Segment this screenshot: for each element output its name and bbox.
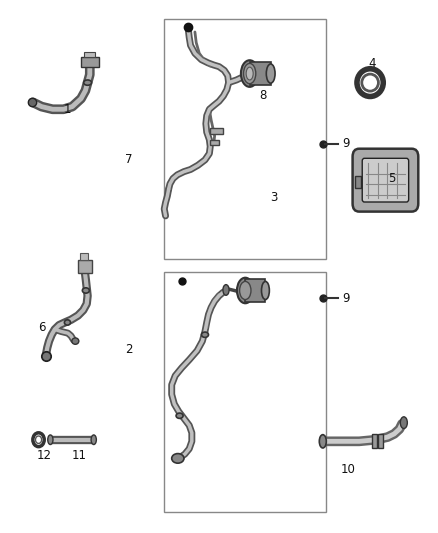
Text: 12: 12: [36, 449, 51, 462]
Ellipse shape: [246, 67, 253, 80]
Text: 1: 1: [64, 103, 72, 116]
FancyBboxPatch shape: [353, 149, 418, 212]
Bar: [210, 128, 223, 134]
Ellipse shape: [64, 320, 71, 325]
Text: 5: 5: [389, 172, 396, 185]
FancyBboxPatch shape: [362, 158, 409, 202]
Ellipse shape: [261, 281, 269, 300]
Ellipse shape: [237, 278, 254, 303]
Bar: [81, 57, 99, 67]
Ellipse shape: [400, 417, 407, 429]
Ellipse shape: [172, 454, 184, 463]
Ellipse shape: [244, 63, 256, 84]
Ellipse shape: [72, 338, 79, 344]
Text: 11: 11: [71, 449, 86, 462]
Bar: [80, 253, 88, 260]
Ellipse shape: [266, 64, 275, 83]
Ellipse shape: [48, 435, 53, 445]
Bar: [355, 176, 361, 188]
Bar: [164, 19, 326, 259]
Bar: [164, 272, 326, 512]
Text: 8: 8: [259, 90, 266, 102]
Bar: [372, 434, 377, 448]
Ellipse shape: [84, 80, 92, 85]
Ellipse shape: [91, 435, 96, 445]
Bar: [84, 52, 95, 57]
Bar: [78, 260, 92, 273]
Text: 10: 10: [341, 463, 356, 475]
Text: 9: 9: [342, 292, 350, 305]
Ellipse shape: [240, 281, 251, 300]
Text: 7: 7: [125, 154, 133, 166]
Text: 6: 6: [38, 321, 46, 334]
Text: 4: 4: [368, 58, 376, 70]
Bar: [250, 62, 271, 85]
Bar: [245, 279, 265, 302]
Text: 2: 2: [125, 343, 133, 356]
Bar: [210, 140, 219, 145]
Ellipse shape: [82, 288, 89, 293]
Bar: [378, 434, 383, 448]
Ellipse shape: [241, 60, 258, 87]
Ellipse shape: [362, 74, 378, 91]
Ellipse shape: [201, 332, 208, 337]
Ellipse shape: [319, 435, 326, 448]
Text: 9: 9: [342, 138, 350, 150]
Text: 3: 3: [270, 191, 277, 204]
Ellipse shape: [176, 413, 183, 418]
Ellipse shape: [223, 285, 229, 295]
